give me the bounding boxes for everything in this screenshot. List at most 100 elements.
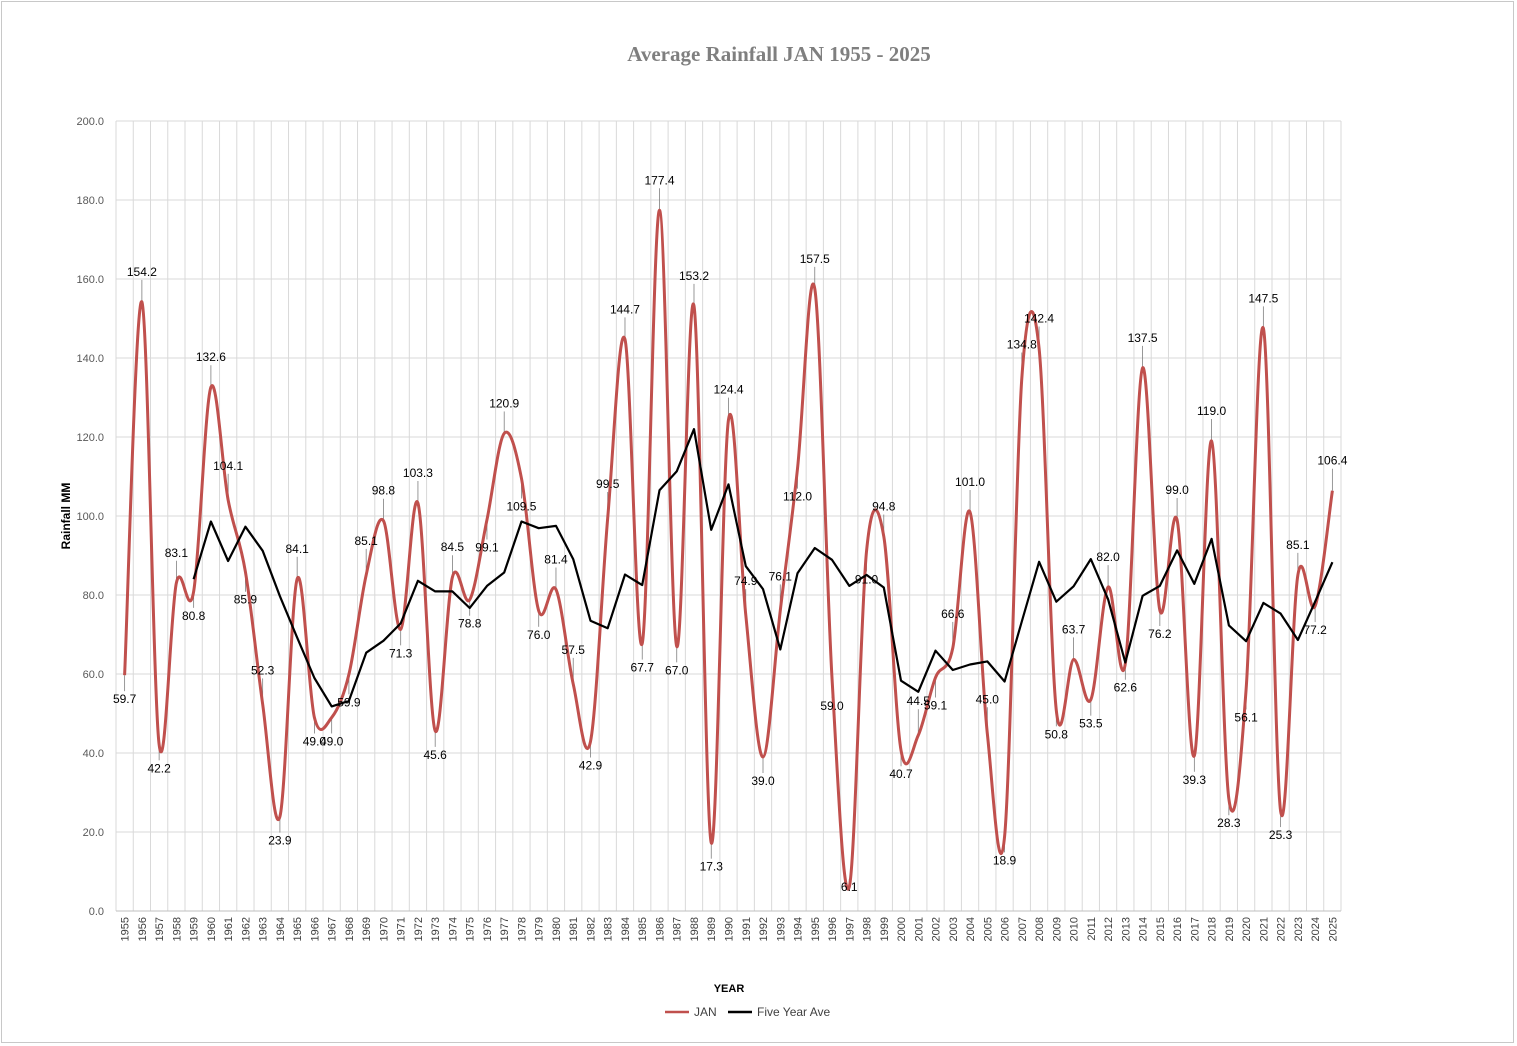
y-tick-label: 180.0 xyxy=(76,195,104,207)
y-axis-title: Rainfall MM xyxy=(59,483,73,550)
x-tick-label: 2019 xyxy=(1224,917,1236,941)
data-label: 52.3 xyxy=(251,663,275,677)
data-label: 137.5 xyxy=(1128,331,1158,345)
x-tick-label: 2001 xyxy=(913,917,925,941)
x-tick-label: 2025 xyxy=(1327,917,1339,941)
y-axis-ticks: 0.0 20.0 40.0 60.0 80.0 100.0 120.0 140.0 160.0 1… xyxy=(76,116,104,918)
x-tick-label: 1987 xyxy=(672,917,684,941)
x-tick-label: 1985 xyxy=(637,917,649,941)
data-label: 101.0 xyxy=(955,475,985,489)
x-axis-ticks: 1955 1956 1957 1958 1959 1960 1961 1962 1963 1964… xyxy=(120,917,1340,941)
data-label: 44.5 xyxy=(907,694,931,708)
data-label: 71.3 xyxy=(389,646,413,660)
x-tick-label: 1969 xyxy=(361,917,373,941)
x-tick-label: 1989 xyxy=(706,917,718,941)
data-label: 177.4 xyxy=(644,173,674,187)
x-tick-label: 2008 xyxy=(1034,917,1046,941)
x-tick-label: 1965 xyxy=(292,917,304,941)
data-label: 49.0 xyxy=(303,734,327,748)
x-tick-label: 1974 xyxy=(447,917,459,941)
x-tick-label: 1997 xyxy=(844,917,856,941)
data-label: 81.4 xyxy=(544,552,568,566)
x-tick-label: 1960 xyxy=(206,917,218,941)
x-tick-label: 2004 xyxy=(965,917,977,941)
data-label: 59.0 xyxy=(820,699,844,713)
y-tick-label: 60.0 xyxy=(83,669,104,681)
y-tick-label: 20.0 xyxy=(83,827,104,839)
data-label: 59.7 xyxy=(113,692,137,706)
x-tick-label: 1980 xyxy=(551,917,563,941)
x-tick-label: 1977 xyxy=(499,917,511,941)
data-label: 80.8 xyxy=(182,609,206,623)
data-label: 25.3 xyxy=(1269,828,1293,842)
data-label: 76.0 xyxy=(527,628,551,642)
data-label: 39.0 xyxy=(751,774,775,788)
x-tick-label: 1973 xyxy=(430,917,442,941)
x-tick-label: 1992 xyxy=(758,917,770,941)
data-label: 40.7 xyxy=(889,767,913,781)
x-tick-label: 2014 xyxy=(1138,917,1150,941)
x-tick-label: 1959 xyxy=(189,917,201,941)
data-label: 59.9 xyxy=(337,695,361,709)
data-label: 99.5 xyxy=(596,477,620,491)
y-tick-label: 0.0 xyxy=(89,906,104,918)
x-tick-label: 1962 xyxy=(240,917,252,941)
y-tick-label: 100.0 xyxy=(76,511,104,523)
data-label: 98.8 xyxy=(372,484,396,498)
data-label: 85.1 xyxy=(1286,538,1310,552)
x-tick-label: 1984 xyxy=(620,917,632,941)
data-label: 18.9 xyxy=(993,853,1017,867)
data-label: 99.0 xyxy=(1165,483,1189,497)
data-label: 83.1 xyxy=(165,546,189,560)
x-tick-label: 1971 xyxy=(396,917,408,941)
series-line-jan xyxy=(123,208,1334,891)
x-tick-label: 2000 xyxy=(896,917,908,941)
data-label: 77.2 xyxy=(1303,623,1327,637)
data-label: 134.8 xyxy=(1007,338,1037,352)
x-tick-label: 2016 xyxy=(1172,917,1184,941)
data-label: 84.5 xyxy=(441,540,465,554)
data-label: 67.0 xyxy=(665,663,689,677)
x-tick-label: 2018 xyxy=(1207,917,1219,941)
x-tick-label: 1975 xyxy=(465,917,477,941)
x-tick-label: 2010 xyxy=(1069,917,1081,941)
x-tick-label: 1994 xyxy=(793,917,805,941)
x-tick-label: 1990 xyxy=(724,917,736,941)
x-tick-label: 1993 xyxy=(775,917,787,941)
x-tick-label: 2012 xyxy=(1103,917,1115,941)
y-tick-label: 80.0 xyxy=(83,590,104,602)
x-tick-label: 1956 xyxy=(137,917,149,941)
data-label: 157.5 xyxy=(800,252,830,266)
x-tick-label: 1957 xyxy=(154,917,166,941)
x-tick-label: 2023 xyxy=(1293,917,1305,941)
x-tick-label: 1958 xyxy=(171,917,183,941)
data-label: 120.9 xyxy=(489,396,519,410)
data-label: 124.4 xyxy=(713,383,743,397)
data-label: 45.0 xyxy=(976,692,1000,706)
data-label: 59.1 xyxy=(924,699,948,713)
data-labels: 59.7 154.2 42.2 83.1 80.8 132.6 104.1 85.9 52.3 2… xyxy=(113,173,1348,894)
x-tick-label: 2005 xyxy=(982,917,994,941)
x-tick-label: 1988 xyxy=(689,917,701,941)
x-tick-label: 2002 xyxy=(931,917,943,941)
x-tick-label: 1972 xyxy=(413,917,425,941)
x-tick-label: 1976 xyxy=(482,917,494,941)
x-tick-label: 1970 xyxy=(378,917,390,941)
data-label: 154.2 xyxy=(127,265,157,279)
data-label: 109.5 xyxy=(506,499,536,513)
x-tick-label: 2013 xyxy=(1120,917,1132,941)
data-label: 42.2 xyxy=(147,761,171,775)
data-label: 17.3 xyxy=(700,860,724,874)
data-label: 85.1 xyxy=(354,534,378,548)
y-tick-label: 120.0 xyxy=(76,432,104,444)
data-label: 28.3 xyxy=(1217,816,1241,830)
x-tick-label: 1961 xyxy=(223,917,235,941)
x-tick-label: 1981 xyxy=(568,917,580,941)
data-label: 147.5 xyxy=(1248,291,1278,305)
data-label: 104.1 xyxy=(213,459,243,473)
data-label: 50.8 xyxy=(1045,727,1069,741)
data-label: 144.7 xyxy=(610,302,640,316)
legend-label-five-year-ave: Five Year Ave xyxy=(757,1005,830,1019)
x-tick-label: 1978 xyxy=(516,917,528,941)
